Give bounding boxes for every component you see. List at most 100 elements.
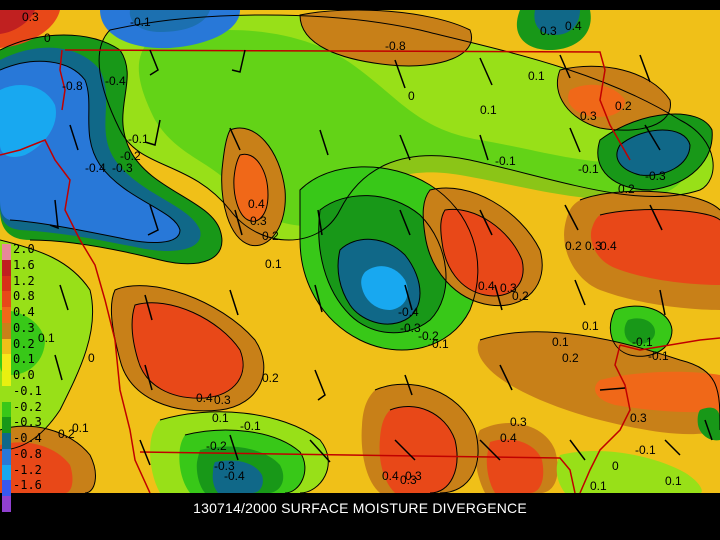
contour-label: 0.2: [565, 239, 582, 253]
contour-label: 0: [408, 89, 415, 103]
contour-label: -0.1: [128, 132, 149, 146]
scale-swatch: [2, 275, 11, 292]
contour-label: -0.8: [385, 39, 406, 53]
contour-label: -0.4: [224, 469, 245, 483]
contour-label: -0.4: [398, 305, 419, 319]
scale-label: 0.4: [13, 305, 35, 320]
contour-label: 0.1: [72, 421, 89, 435]
scale-label: -0.1: [13, 383, 42, 398]
scale-label: -1.6: [13, 478, 42, 493]
contour-label: -0.1: [632, 335, 653, 349]
contour-label: 0.3: [540, 24, 557, 38]
contour-label: 0.1: [265, 257, 282, 271]
contour-label: 0.2: [58, 427, 75, 441]
scale-label: 1.2: [13, 273, 35, 288]
contour-label: 0.4: [196, 391, 213, 405]
contour-lines: [0, 10, 720, 493]
contour-label: -0.1: [648, 349, 669, 363]
contour-label: 0.1: [552, 335, 569, 349]
contour-label: 0.2: [262, 371, 279, 385]
scale-swatch: [2, 480, 11, 497]
state-borders: [0, 49, 720, 493]
contour-label: -0.1: [240, 419, 261, 433]
contour-label: 0.3: [585, 239, 602, 253]
scale-label: -2.0: [13, 494, 42, 509]
scale-label: 1.6: [13, 257, 35, 272]
scale-swatch: [2, 259, 11, 276]
color-scale-legend: 2.0 1.6 1.2 0.8 0.4 0.3 0.2 0.1 0.0 -0.1 -0.2 -0.3-…: [2, 243, 42, 513]
scale-swatch: [2, 433, 11, 450]
scale-swatch: [2, 322, 11, 340]
contour-label: 0.3: [214, 393, 231, 407]
contour-label: 0.3: [22, 10, 39, 24]
contour-label: -0.1: [428, 337, 449, 351]
contour-label: 0.1: [590, 479, 607, 493]
contour-value-labels: 0.3 -0.1-0.4-0.80 0.3 0.4-0.8-0.1-0.2-0.4 -0…: [22, 10, 682, 493]
contour-label: -0.1: [130, 15, 151, 29]
contour-label: 0.2: [562, 351, 579, 365]
scale-swatch: [2, 417, 11, 434]
contour-label: 0.4: [248, 197, 265, 211]
contour-label: 0.1: [665, 474, 682, 488]
contour-label: -0.1: [495, 154, 516, 168]
scale-swatch: [2, 496, 11, 513]
contour-label: 0.3: [580, 109, 597, 123]
scale-swatch: [2, 307, 11, 324]
contour-label: 0.3: [400, 473, 417, 487]
contour-label: 0.2: [512, 289, 529, 303]
contour-label: -0.1: [635, 443, 656, 457]
scale-swatch: [2, 244, 11, 261]
contour-label: -0.8: [62, 79, 83, 93]
scale-label: 0.3: [13, 320, 35, 335]
contour-label: 0.2: [618, 182, 635, 196]
contour-map-svg: 0.3 -0.1-0.4-0.80 0.3 0.4-0.8-0.1-0.2-0.4 -0…: [0, 10, 720, 493]
contour-label: 0.2: [615, 99, 632, 113]
map-caption: 130714/2000 SURFACE MOISTURE DIVERGENCE: [193, 500, 527, 516]
scale-label: 2.0: [13, 242, 35, 256]
contour-label: 0.4: [600, 239, 617, 253]
contour-label: 0.3: [405, 469, 422, 483]
contour-label: -0.2: [418, 329, 439, 343]
wind-barbs: [49, 49, 713, 466]
scale-swatch: [2, 385, 11, 403]
scale-swatch: [2, 370, 11, 387]
scale-swatch: [2, 448, 11, 466]
contour-label: 0.3: [630, 411, 647, 425]
contour-label: 0.3: [250, 214, 267, 228]
contour-label: 0: [612, 459, 619, 473]
scale-label: -0.2: [13, 399, 42, 414]
contour-label: 0.4: [382, 469, 399, 483]
contour-label: -0.1: [578, 162, 599, 176]
contour-label: 0: [44, 31, 51, 45]
shaded-regions: [0, 10, 720, 493]
scale-swatch: [2, 401, 11, 418]
contour-label: 0.3: [510, 415, 527, 429]
scale-label: -0.3: [13, 415, 42, 430]
contour-label: 0.4: [565, 19, 582, 33]
scale-label: 0.0: [13, 368, 35, 383]
contour-label: 0.1: [528, 69, 545, 83]
contour-label: 0.1: [582, 319, 599, 333]
scale-label: 0.8: [13, 289, 35, 304]
contour-label: 0.4: [500, 431, 517, 445]
contour-label: -0.3: [214, 459, 235, 473]
contour-label: -0.2: [120, 149, 141, 163]
scale-swatch: [2, 338, 11, 355]
contour-label: -0.2: [206, 439, 227, 453]
contour-label: 0: [88, 351, 95, 365]
contour-label: -0.4: [85, 161, 106, 175]
contour-label: 0.1: [480, 103, 497, 117]
scale-label: -1.2: [13, 462, 42, 477]
scale-swatch: [2, 464, 11, 481]
contour-label: 0.1: [38, 331, 55, 345]
scale-swatch: [2, 354, 11, 371]
contour-label: -0.4: [105, 74, 126, 88]
contour-label: 0.4: [478, 279, 495, 293]
scale-label: 0.1: [13, 352, 35, 367]
scale-swatch: [2, 291, 11, 308]
contour-label: 0.3: [500, 281, 517, 295]
contour-label: 0.2: [262, 229, 279, 243]
divergence-map: 0.3 -0.1 -0.4 -0.8 0 0.3 0.4 -0.8 -0.1 -0.2 -0.4 -0…: [0, 10, 720, 493]
contour-label: -0.3: [112, 161, 133, 175]
